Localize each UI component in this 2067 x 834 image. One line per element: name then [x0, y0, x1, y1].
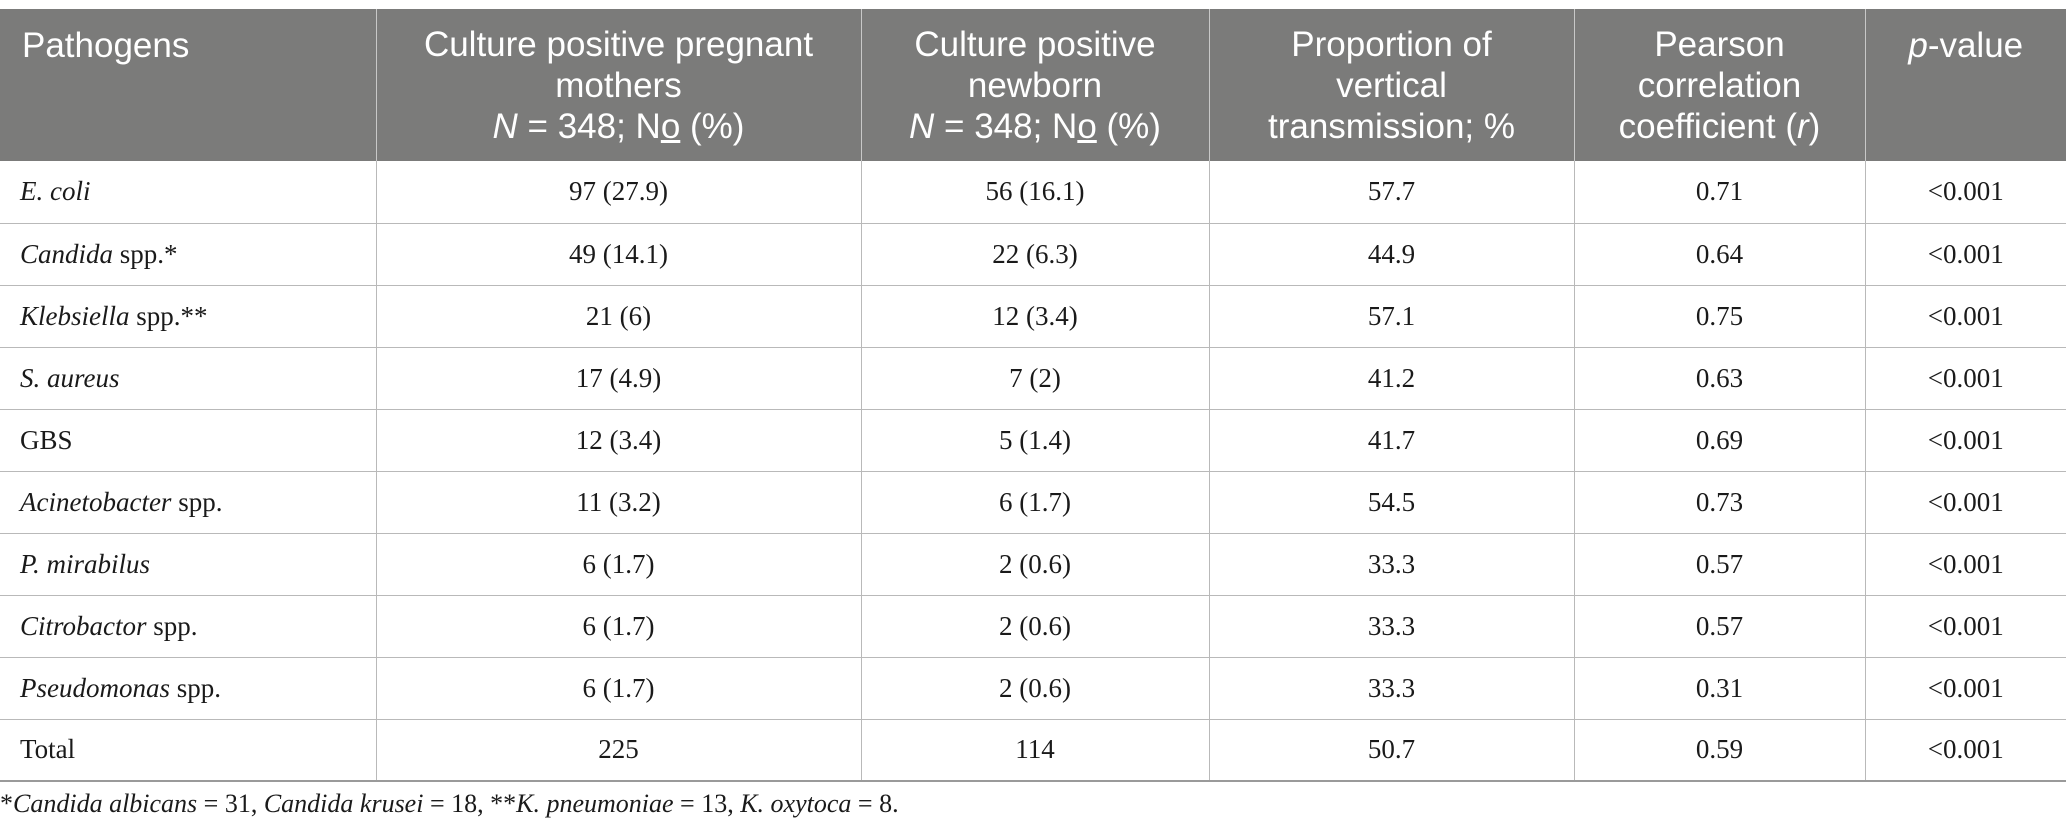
cell-pearson-r: 0.73	[1573, 471, 1865, 534]
cell-mothers: 11 (3.2)	[375, 471, 861, 534]
cell-p-value: <0.001	[1864, 223, 2066, 286]
cell-pearson-r: 0.69	[1573, 409, 1865, 472]
cell-newborn: 22 (6.3)	[860, 223, 1209, 286]
header-mothers: Culture positive pregnant mothers N = 34…	[375, 9, 861, 161]
table-header: Pathogens Culture positive pregnant moth…	[0, 9, 2066, 161]
cell-p-value: <0.001	[1864, 161, 2066, 224]
table-body: E. coli 97 (27.9) 56 (16.1) 57.7 0.71 <0…	[0, 161, 2066, 782]
header-newborn: Culture positive newborn N = 348; No (%)	[860, 9, 1209, 161]
cell-proportion: 41.2	[1208, 347, 1574, 410]
cell-proportion: 33.3	[1208, 533, 1574, 596]
table-row: S. aureus 17 (4.9) 7 (2) 41.2 0.63 <0.00…	[0, 347, 2066, 410]
cell-newborn: 114	[860, 719, 1209, 782]
table-row: P. mirabilus 6 (1.7) 2 (0.6) 33.3 0.57 <…	[0, 533, 2066, 596]
cell-p-value: <0.001	[1864, 657, 2066, 720]
cell-pearson-r: 0.63	[1573, 347, 1865, 410]
header-pvalue: p-value	[1864, 9, 2066, 161]
cell-pathogen: Total	[0, 719, 376, 782]
cell-mothers: 97 (27.9)	[375, 161, 861, 224]
cell-pathogen: Klebsiella spp.**	[0, 285, 376, 348]
table-row: E. coli 97 (27.9) 56 (16.1) 57.7 0.71 <0…	[0, 161, 2066, 224]
table-row-total: Total 225 114 50.7 0.59 <0.001	[0, 719, 2066, 782]
cell-mothers: 225	[375, 719, 861, 782]
cell-pearson-r: 0.71	[1573, 161, 1865, 224]
cell-proportion: 44.9	[1208, 223, 1574, 286]
cell-pathogen: Pseudomonas spp.	[0, 657, 376, 720]
header-pathogens: Pathogens	[0, 9, 376, 161]
cell-pearson-r: 0.59	[1573, 719, 1865, 782]
cell-newborn: 56 (16.1)	[860, 161, 1209, 224]
cell-mothers: 6 (1.7)	[375, 533, 861, 596]
cell-p-value: <0.001	[1864, 285, 2066, 348]
cell-proportion: 57.1	[1208, 285, 1574, 348]
cell-proportion: 54.5	[1208, 471, 1574, 534]
table-row: Klebsiella spp.** 21 (6) 12 (3.4) 57.1 0…	[0, 285, 2066, 348]
cell-pathogen: S. aureus	[0, 347, 376, 410]
cell-newborn: 6 (1.7)	[860, 471, 1209, 534]
cell-pathogen: GBS	[0, 409, 376, 472]
cell-newborn: 7 (2)	[860, 347, 1209, 410]
cell-mothers: 6 (1.7)	[375, 657, 861, 720]
cell-proportion: 41.7	[1208, 409, 1574, 472]
table-row: Candida spp.* 49 (14.1) 22 (6.3) 44.9 0.…	[0, 223, 2066, 286]
cell-newborn: 2 (0.6)	[860, 657, 1209, 720]
cell-pathogen: Acinetobacter spp.	[0, 471, 376, 534]
cell-pathogen: E. coli	[0, 161, 376, 224]
cell-p-value: <0.001	[1864, 347, 2066, 410]
cell-pearson-r: 0.57	[1573, 533, 1865, 596]
cell-mothers: 17 (4.9)	[375, 347, 861, 410]
cell-mothers: 49 (14.1)	[375, 223, 861, 286]
cell-pearson-r: 0.31	[1573, 657, 1865, 720]
cell-pathogen: Citrobactor spp.	[0, 595, 376, 658]
cell-p-value: <0.001	[1864, 719, 2066, 782]
table-row: Acinetobacter spp. 11 (3.2) 6 (1.7) 54.5…	[0, 471, 2066, 534]
cell-mothers: 21 (6)	[375, 285, 861, 348]
table-row: Pseudomonas spp. 6 (1.7) 2 (0.6) 33.3 0.…	[0, 657, 2066, 720]
cell-pearson-r: 0.64	[1573, 223, 1865, 286]
table-footnote: *Candida albicans = 31, Candida krusei =…	[0, 789, 899, 818]
cell-proportion: 33.3	[1208, 657, 1574, 720]
cell-newborn: 12 (3.4)	[860, 285, 1209, 348]
cell-mothers: 12 (3.4)	[375, 409, 861, 472]
cell-p-value: <0.001	[1864, 595, 2066, 658]
pathogen-transmission-table: Pathogens Culture positive pregnant moth…	[0, 9, 2066, 782]
header-proportion: Proportion of vertical transmission; %	[1208, 9, 1574, 161]
cell-newborn: 5 (1.4)	[860, 409, 1209, 472]
table-row: GBS 12 (3.4) 5 (1.4) 41.7 0.69 <0.001	[0, 409, 2066, 472]
header-pearson: Pearson correlation coefficient (r)	[1573, 9, 1865, 161]
cell-pathogen: Candida spp.*	[0, 223, 376, 286]
pathogen-table-container: Pathogens Culture positive pregnant moth…	[0, 9, 2067, 782]
table-row: Citrobactor spp. 6 (1.7) 2 (0.6) 33.3 0.…	[0, 595, 2066, 658]
header-row: Pathogens Culture positive pregnant moth…	[0, 9, 2066, 161]
cell-proportion: 33.3	[1208, 595, 1574, 658]
cell-proportion: 50.7	[1208, 719, 1574, 782]
cell-proportion: 57.7	[1208, 161, 1574, 224]
cell-pearson-r: 0.75	[1573, 285, 1865, 348]
cell-mothers: 6 (1.7)	[375, 595, 861, 658]
cell-newborn: 2 (0.6)	[860, 533, 1209, 596]
cell-p-value: <0.001	[1864, 533, 2066, 596]
cell-p-value: <0.001	[1864, 471, 2066, 534]
cell-pathogen: P. mirabilus	[0, 533, 376, 596]
cell-pearson-r: 0.57	[1573, 595, 1865, 658]
cell-p-value: <0.001	[1864, 409, 2066, 472]
cell-newborn: 2 (0.6)	[860, 595, 1209, 658]
